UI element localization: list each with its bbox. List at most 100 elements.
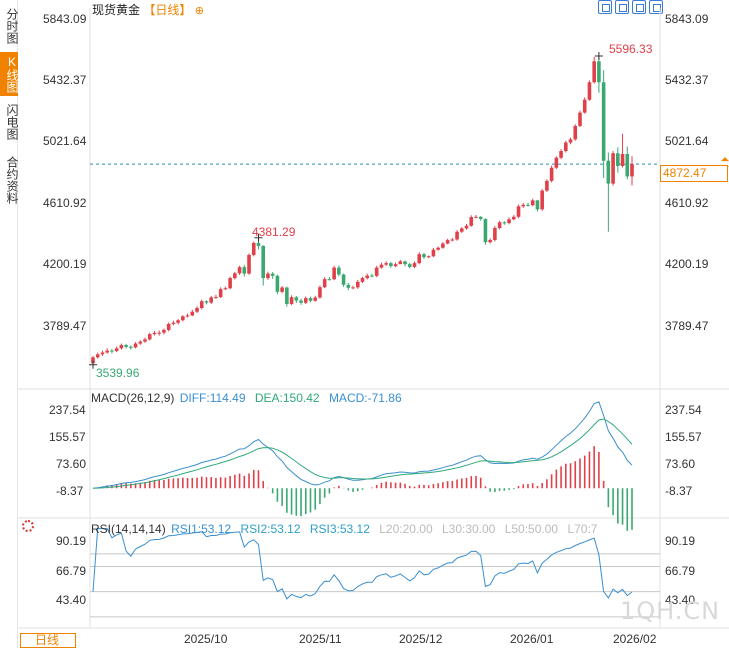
candle-body bbox=[100, 352, 105, 355]
candle-body bbox=[166, 323, 171, 330]
candle-body bbox=[450, 239, 455, 241]
rsi-line bbox=[92, 528, 633, 600]
candle-body bbox=[270, 273, 275, 276]
period-selector[interactable]: 【日线】 bbox=[143, 3, 192, 17]
candle-body bbox=[214, 297, 218, 299]
candle-body bbox=[502, 222, 507, 224]
candle-body bbox=[497, 222, 502, 229]
price-tick-right: 5843.09 bbox=[665, 12, 709, 26]
candle-body bbox=[360, 278, 365, 282]
candle-body bbox=[526, 204, 530, 206]
rsi-tick-right: 66.79 bbox=[665, 564, 696, 578]
rsi-legend: RSI(14,14,14) RSI1:53.12 RSI2:53.12 RSI3… bbox=[91, 522, 597, 536]
rsi-l20: L20:20.00 bbox=[379, 522, 433, 536]
price-tick-left: 4610.92 bbox=[43, 196, 87, 210]
candle-body bbox=[540, 190, 544, 210]
period-tab-daily[interactable]: 日线 bbox=[20, 633, 76, 648]
candle-body bbox=[441, 243, 445, 248]
candle-body bbox=[322, 279, 327, 288]
price-tick-left: 5432.37 bbox=[43, 73, 87, 87]
candle-body bbox=[469, 217, 474, 226]
candle-body bbox=[313, 297, 318, 301]
candle-body bbox=[568, 139, 573, 143]
candle-body bbox=[530, 200, 535, 206]
tab-contract-info[interactable]: 合约资料 bbox=[5, 156, 19, 204]
zoom-icon[interactable] bbox=[615, 0, 629, 14]
rsi-l70: L70:7 bbox=[567, 522, 598, 536]
candle-body bbox=[606, 160, 611, 184]
last-price-tag: 4872.47 bbox=[660, 165, 728, 182]
candle-body bbox=[365, 275, 370, 279]
rsi2-value: RSI2:53.12 bbox=[240, 522, 301, 536]
candle-body bbox=[554, 157, 559, 168]
candle-body bbox=[573, 125, 578, 140]
candle-body bbox=[242, 267, 247, 274]
macd-tick-left: 155.57 bbox=[49, 430, 86, 444]
candle-body bbox=[256, 242, 261, 246]
candle-body bbox=[582, 99, 587, 113]
candle-body bbox=[299, 300, 303, 303]
candle-body bbox=[228, 278, 232, 289]
candle-body bbox=[422, 254, 426, 258]
macd-diff-line bbox=[92, 401, 633, 489]
instrument-name: 现货黄金 bbox=[92, 3, 141, 17]
candle-body bbox=[379, 264, 384, 268]
candle-body bbox=[218, 289, 223, 298]
candle-body bbox=[275, 275, 280, 292]
add-indicator-icon[interactable]: ⊕ bbox=[194, 5, 204, 17]
candle-body bbox=[370, 275, 374, 277]
candle-body bbox=[464, 225, 469, 229]
candle-body bbox=[285, 287, 289, 304]
rsi-name: RSI(14,14,14) bbox=[91, 522, 166, 536]
rsi-tick-right: 43.40 bbox=[665, 593, 696, 607]
macd-tick-left: 237.54 bbox=[49, 403, 86, 417]
candle-body bbox=[478, 216, 483, 220]
mid-high-annotation: 4381.29 bbox=[252, 225, 296, 239]
settings-icon[interactable] bbox=[22, 520, 34, 532]
tab-flash-chart[interactable]: 闪电图 bbox=[5, 104, 19, 140]
side-tabs: 分时图 K线图 闪电图 合约资料 bbox=[0, 0, 19, 648]
candle-body bbox=[124, 345, 128, 347]
candle-body bbox=[535, 200, 540, 210]
candle-body bbox=[592, 61, 596, 83]
candle-body bbox=[455, 231, 459, 240]
candle-body bbox=[417, 254, 422, 264]
candle-body bbox=[110, 350, 114, 352]
candle-body bbox=[507, 219, 511, 224]
chart-toggle-icon[interactable] bbox=[632, 0, 646, 14]
candle-body bbox=[233, 273, 237, 279]
candle-body bbox=[143, 339, 147, 342]
candle-body bbox=[483, 219, 488, 243]
high-annotation: 5596.33 bbox=[609, 42, 653, 56]
macd-plot bbox=[92, 401, 633, 531]
tab-time-chart[interactable]: 分时图 bbox=[5, 8, 19, 44]
tab-kline-chart[interactable]: K线图 bbox=[0, 52, 19, 96]
rsi-tick-left: 90.19 bbox=[56, 534, 87, 548]
alert-up-icon bbox=[721, 157, 729, 162]
candle-body bbox=[559, 151, 563, 158]
candle-body bbox=[412, 263, 417, 267]
candle-body bbox=[426, 256, 431, 258]
candle-body bbox=[488, 239, 492, 243]
candle-body bbox=[332, 267, 336, 280]
rsi-tick-left: 43.40 bbox=[56, 593, 87, 607]
date-tick: 2025/12 bbox=[399, 632, 443, 646]
candle-body bbox=[493, 228, 497, 240]
candle-body bbox=[114, 348, 119, 352]
candle-body bbox=[587, 82, 592, 100]
price-tick-right: 5021.64 bbox=[665, 134, 709, 148]
candles bbox=[89, 51, 729, 369]
candle-body bbox=[133, 343, 138, 348]
macd-tick-right: 155.57 bbox=[665, 430, 702, 444]
macd-tick-right: -8.37 bbox=[665, 484, 693, 498]
candle-body bbox=[266, 273, 270, 279]
rsi3-value: RSI3:53.12 bbox=[309, 522, 370, 536]
candle-body bbox=[521, 204, 526, 207]
date-tick: 2026/02 bbox=[613, 632, 657, 646]
expand-icon[interactable] bbox=[598, 0, 612, 14]
rsi-plot bbox=[90, 528, 660, 618]
candle-body bbox=[119, 345, 124, 349]
candle-body bbox=[511, 216, 516, 220]
candle-body bbox=[436, 247, 440, 250]
